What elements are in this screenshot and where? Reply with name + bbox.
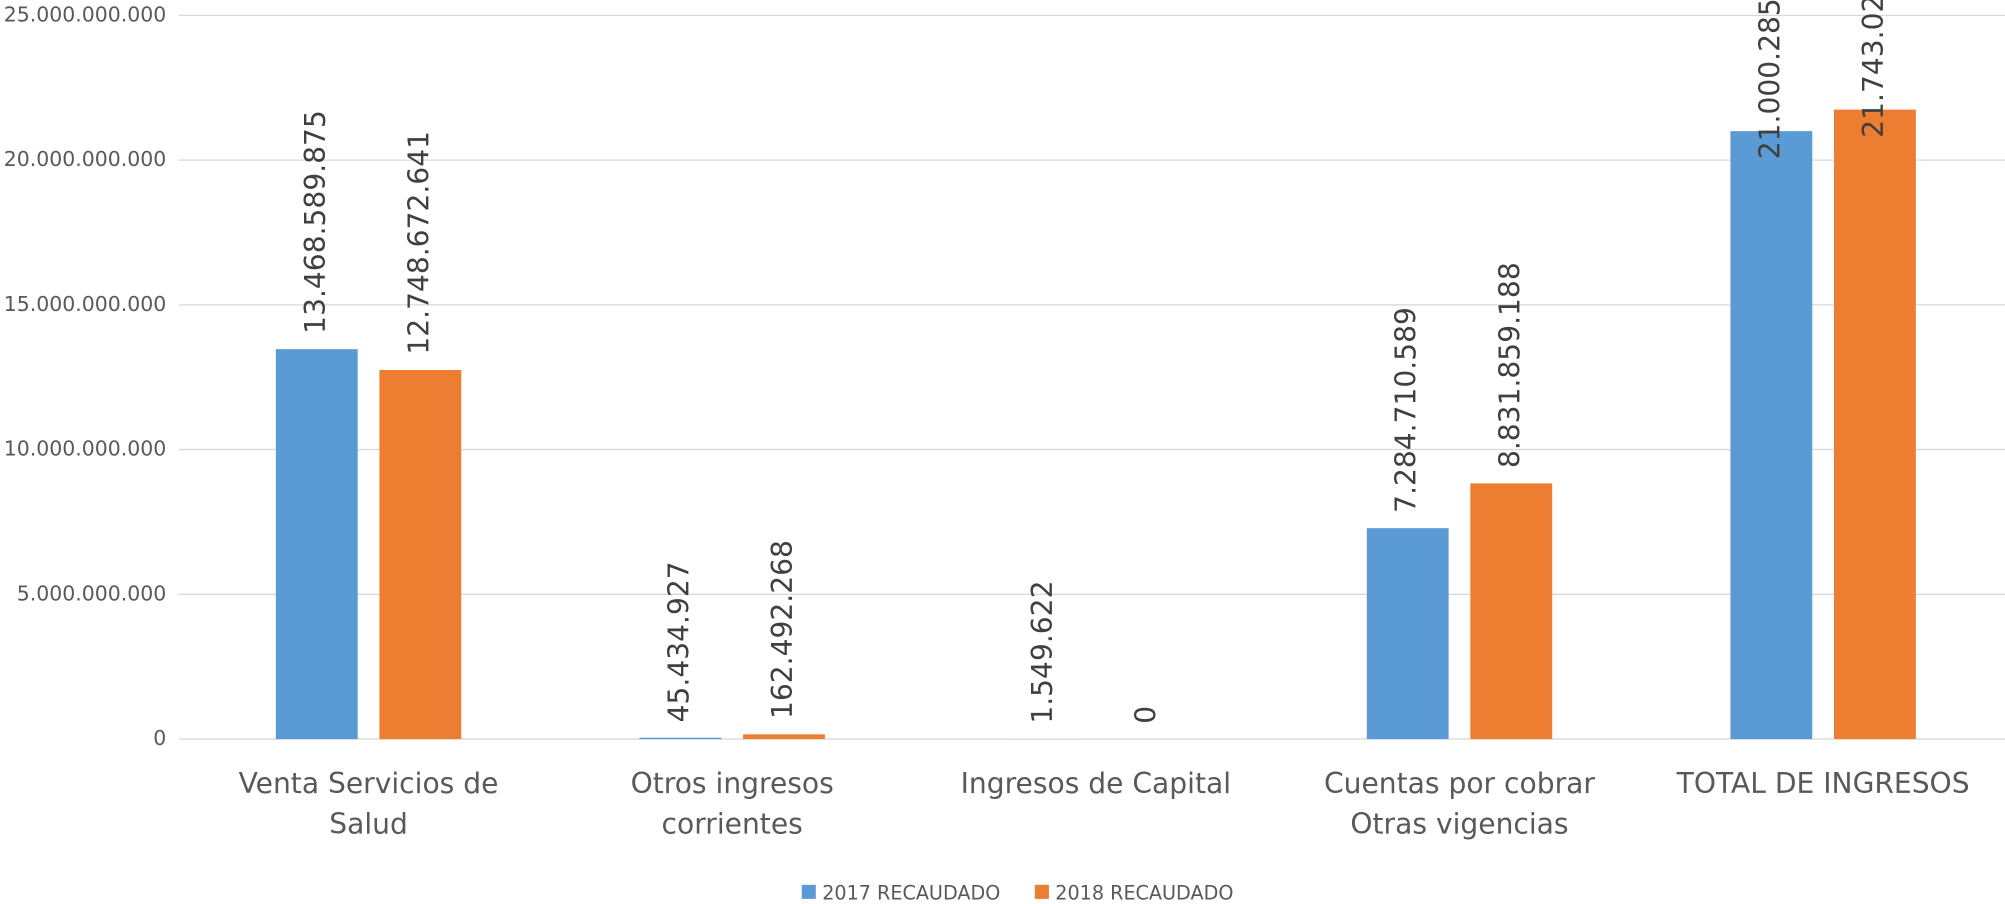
bar (1834, 109, 1916, 740)
legend-label: 2018 RECAUDADO (1055, 881, 1233, 904)
x-tick-label: Ingresos de Capital (960, 768, 1232, 801)
bar (275, 349, 358, 740)
y-tick-label: 0 (153, 726, 166, 750)
x-tick-label-box: Cuentas por cobrar Otras vigencias (1323, 768, 1595, 842)
value-label: 162.492.268 (766, 540, 799, 719)
bar (743, 734, 825, 740)
bar (1730, 131, 1813, 740)
x-tick-label: Otros ingresos corrientes (630, 768, 834, 842)
x-tick-label-box: Otros ingresos corrientes (630, 768, 834, 842)
value-label: 7.284.710.589 (1390, 307, 1423, 513)
y-tick-label: 5.000.000.000 (17, 581, 167, 605)
y-tick-label: 25.000.000.000 (4, 2, 167, 26)
y-tick-label: 20.000.000.000 (4, 147, 167, 171)
value-label: 12.748.672.641 (402, 131, 435, 355)
bar (1366, 528, 1449, 740)
value-label: 13.468.589.875 (299, 110, 332, 334)
x-tick-label-box: TOTAL DE INGRESOS (1676, 768, 1970, 801)
legend-swatch (801, 884, 816, 899)
value-label: 21.000.285.013 (1753, 0, 1786, 159)
bar (639, 737, 722, 740)
y-tick-label: 10.000.000.000 (4, 437, 167, 461)
legend-label: 2017 RECAUDADO (822, 881, 1000, 904)
value-label: 21.743.024.097 (1857, 0, 1890, 138)
y-tick-label: 15.000.000.000 (4, 292, 167, 316)
x-tick-label-box: Venta Servicios de Salud (238, 768, 499, 842)
value-label: 0 (1130, 706, 1163, 724)
bar (379, 370, 462, 740)
value-label: 8.831.859.188 (1493, 262, 1526, 468)
x-tick-label: Cuentas por cobrar Otras vigencias (1323, 768, 1595, 842)
x-tick-label: TOTAL DE INGRESOS (1676, 768, 1970, 801)
legend-swatch (1034, 884, 1049, 899)
bar (1470, 483, 1553, 740)
value-label: 45.434.927 (662, 561, 695, 722)
x-tick-label-box: Ingresos de Capital (960, 768, 1232, 801)
value-label: 1.549.622 (1026, 581, 1059, 724)
x-tick-label: Venta Servicios de Salud (238, 768, 499, 842)
